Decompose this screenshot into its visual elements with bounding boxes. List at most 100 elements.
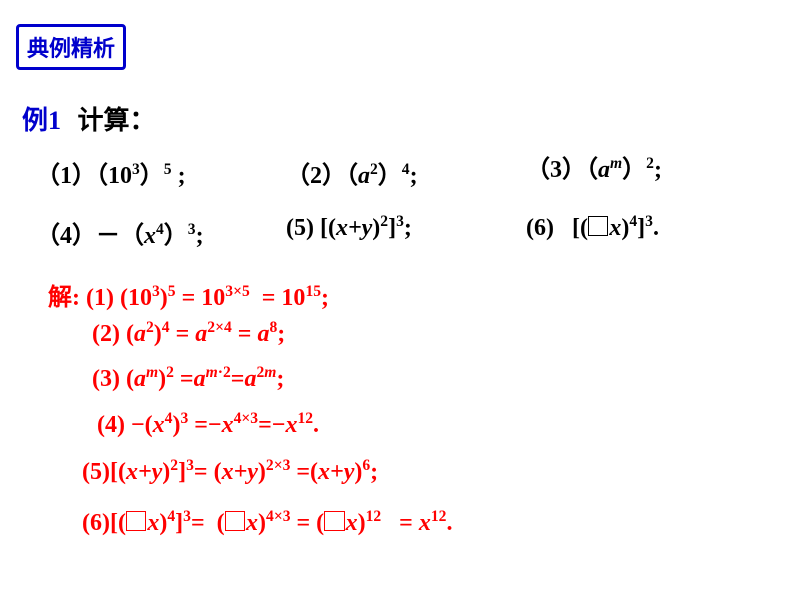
- s2-m2: =: [170, 321, 196, 347]
- s2-e1: 2: [146, 319, 154, 336]
- box-icon: [324, 511, 344, 531]
- s6-end: .: [446, 510, 452, 536]
- s1-e2: 5: [168, 283, 176, 300]
- s4-m3: =−: [258, 412, 285, 438]
- p6-a: [(: [554, 215, 588, 241]
- p1-end: ;: [172, 163, 186, 189]
- p3-var: a: [598, 157, 610, 183]
- s1-e4: 15: [305, 283, 321, 300]
- s6-e5: 12: [431, 508, 447, 525]
- p4-minus: －: [96, 223, 120, 249]
- p1-a: （10: [96, 163, 132, 189]
- p4-end: ;: [196, 223, 204, 249]
- s3-e2: 2: [166, 364, 174, 381]
- p6-e1: 4: [629, 213, 637, 230]
- p4-var: x: [144, 223, 156, 249]
- s5-e1: 2: [170, 457, 178, 474]
- s3-m2: =: [174, 366, 194, 392]
- section-badge: 典例精析: [16, 24, 126, 70]
- s5-v3: x+y: [318, 459, 354, 485]
- p3-a: （: [586, 157, 598, 183]
- example-number: 1: [48, 106, 61, 135]
- s1-e3: 3×5: [225, 283, 249, 300]
- problem-3: （3）（am）2;: [526, 149, 662, 184]
- s2-m1: ): [154, 321, 162, 347]
- solution-6: (6)[(x)4]3= (x)4×3 = (x)12 = x12.: [82, 510, 452, 537]
- p2-num: （2）: [286, 163, 346, 189]
- s2-end: ;: [277, 321, 285, 347]
- s3-m3: =: [231, 366, 245, 392]
- s3-end: ;: [276, 366, 284, 392]
- s4-m2: =−: [188, 412, 221, 438]
- s5-v1: x+y: [126, 459, 162, 485]
- p4-c: ）: [164, 223, 188, 249]
- s6-e3: 4×3: [266, 508, 290, 525]
- p2-b: 2: [370, 161, 378, 178]
- p2-end: ;: [410, 163, 418, 189]
- p1-d: 5: [164, 161, 172, 178]
- s1-end: ;: [321, 285, 329, 311]
- s1-m1: ): [160, 285, 168, 311]
- s4-pre: (4) −(: [97, 412, 153, 438]
- s4-v3: x: [285, 412, 297, 438]
- s2-pre: (2) (: [92, 321, 134, 347]
- solution-label: 解:: [48, 285, 80, 311]
- s6-e1: 4: [167, 508, 175, 525]
- s6-v3: x: [346, 510, 358, 536]
- p5-end: ;: [404, 215, 412, 241]
- problem-6: (6) [(x)4]3.: [526, 215, 659, 242]
- problem-1: （1）（103）5 ;: [36, 155, 186, 190]
- p1-c: ）: [140, 163, 164, 189]
- s2-e3: 2×4: [207, 319, 231, 336]
- s6-m4: =: [381, 510, 419, 536]
- s6-v1: x: [147, 510, 159, 536]
- solution-1: 解: (1) (103)5 = 103×5 = 1015;: [48, 277, 329, 312]
- s2-e2: 4: [162, 319, 170, 336]
- p5-num: (5): [286, 215, 314, 241]
- p3-d: 2: [646, 155, 654, 172]
- solution-5: (5)[(x+y)2]3= (x+y)2×3 =(x+y)6;: [82, 459, 378, 486]
- p2-var: a: [358, 163, 370, 189]
- box-icon: [588, 216, 608, 236]
- s2-v2: a: [195, 321, 207, 347]
- p6-num: (6): [526, 215, 554, 241]
- problem-4: （4）－（x4）3;: [36, 215, 204, 250]
- box-icon: [225, 511, 245, 531]
- s2-v3: a: [257, 321, 269, 347]
- example-header: 例1 计算：: [22, 100, 156, 137]
- s3-v1: a: [134, 366, 146, 392]
- s2-m3: =: [232, 321, 258, 347]
- p5-e2: 3: [396, 213, 404, 230]
- s2-v1: a: [134, 321, 146, 347]
- s1-pre: (1) (10: [86, 285, 152, 311]
- p2-c: ）: [378, 163, 402, 189]
- s6-v4: x: [419, 510, 431, 536]
- problem-2: （2）（a2）4;: [286, 155, 418, 190]
- s4-v2: x: [222, 412, 234, 438]
- solution-3: (3) (am)2 =am·2=a2m;: [92, 366, 284, 393]
- s1-e1: 3: [152, 283, 160, 300]
- s6-e4: 12: [366, 508, 382, 525]
- p5-c: ]: [388, 215, 396, 241]
- s5-e4: 6: [362, 457, 370, 474]
- s6-m1: ]: [175, 510, 183, 536]
- p3-b: m: [610, 155, 622, 172]
- s5-m1: ]: [178, 459, 186, 485]
- s3-e3-a: m: [206, 364, 218, 381]
- p5-a: [(: [314, 215, 336, 241]
- p4-num: （4）: [36, 223, 96, 249]
- s4-e4: 12: [297, 410, 313, 427]
- box-icon: [126, 511, 146, 531]
- s5-e2: 3: [186, 457, 194, 474]
- p6-var: x: [609, 215, 621, 241]
- s5-e3: 2×3: [266, 457, 290, 474]
- s5-m2b: ): [258, 459, 266, 485]
- p1-b: 3: [132, 161, 140, 178]
- s6-e2: 3: [183, 508, 191, 525]
- s1-m2: = 10: [176, 285, 226, 311]
- s5-m3: =(: [290, 459, 318, 485]
- s3-e4-b: m: [264, 364, 276, 381]
- s5-pre: (5)[(: [82, 459, 126, 485]
- s6-m2: = (: [191, 510, 225, 536]
- s6-pre: (6)[(: [82, 510, 126, 536]
